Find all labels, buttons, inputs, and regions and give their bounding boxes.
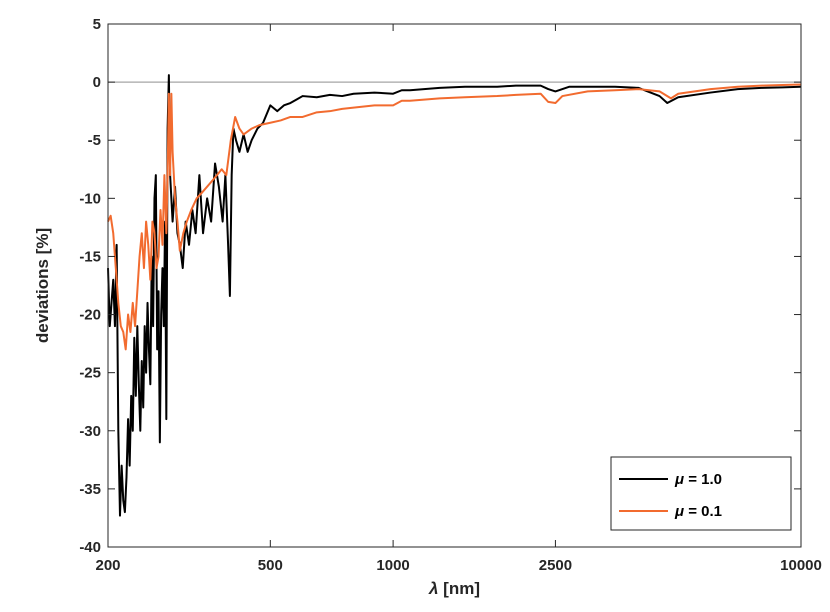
axes-box [107,23,802,548]
series-layer [107,74,802,517]
x-tick-label: 2500 [539,557,572,574]
y-tick-label: -25 [79,365,101,382]
legend-label-1: μ = 0.1 [674,503,722,520]
series-line-1 [107,83,802,351]
axes-layer: 200 500 1000 2500 10000 5 0 -5 -10 -15 -20 -25 -30 -3… [79,16,822,574]
x-axis-label-symbol: λ [428,579,438,598]
legend-box [610,456,792,531]
y-tick-label: -15 [79,248,101,265]
x-axis-label-unit: [nm] [438,579,480,598]
x-axis-label: λ [nm] [428,579,480,598]
legend-label-symbol: μ [674,503,684,520]
x-tick-label: 200 [95,557,120,574]
legend-label-value: = 0.1 [684,503,722,520]
y-tick-label: -20 [79,307,101,324]
y-tick-label: -5 [88,132,101,149]
y-tick-label: -10 [79,190,101,207]
y-tick-label: -30 [79,423,101,440]
legend-label-symbol: μ [674,471,684,488]
legend: μ = 1.0μ = 0.1 [610,456,792,531]
y-tick-label: 0 [93,74,101,91]
x-tick-label: 1000 [376,557,409,574]
y-tick-label: -35 [79,481,101,498]
x-tick-label: 500 [258,557,283,574]
series-line-0 [107,74,802,517]
y-tick-label: -40 [79,539,101,556]
y-axis-label: deviations [%] [33,228,52,343]
legend-label-0: μ = 1.0 [674,471,722,488]
y-tick-label: 5 [93,16,101,33]
legend-label-value: = 1.0 [684,471,722,488]
x-tick-label: 10000 [780,557,822,574]
